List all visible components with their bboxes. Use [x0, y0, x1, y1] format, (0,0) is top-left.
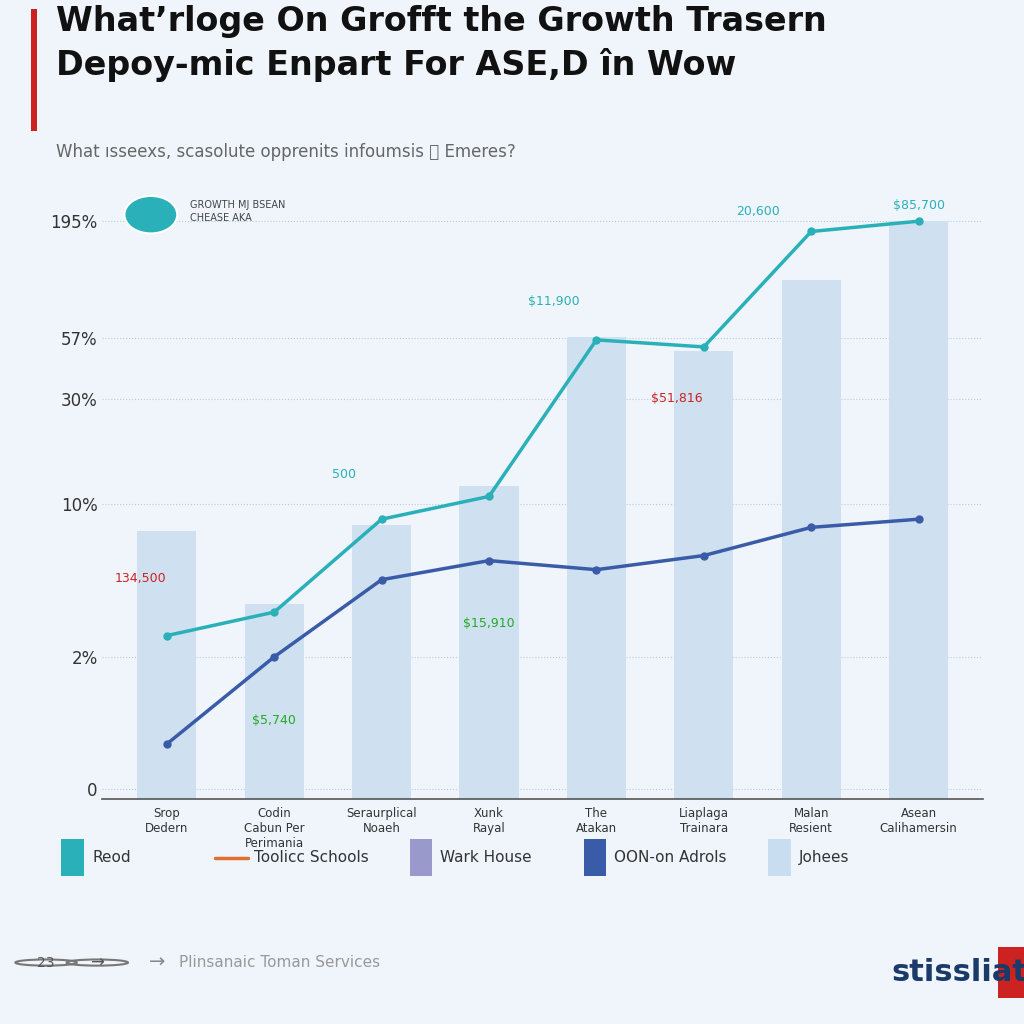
Text: Plinsanaic Toman Services: Plinsanaic Toman Services [179, 955, 380, 970]
Text: OON-on Adrols: OON-on Adrols [614, 850, 727, 865]
Text: $5,740: $5,740 [252, 714, 296, 727]
Bar [31, 9, 37, 131]
Text: What ısseexs, scasolute opprenits infoumsis 📊 Emeres?: What ısseexs, scasolute opprenits infoum… [56, 142, 516, 161]
Text: 500: 500 [332, 468, 356, 480]
Bar [674, 350, 733, 1024]
Text: stissliat: stissliat [891, 958, 1024, 987]
Bar [584, 840, 606, 877]
Bar [567, 337, 626, 1024]
Text: Toolicc Schools: Toolicc Schools [254, 850, 369, 865]
Bar [245, 603, 304, 1024]
Text: →: → [148, 953, 165, 972]
Text: $51,816: $51,816 [651, 391, 702, 404]
Text: Wark House: Wark House [440, 850, 531, 865]
Text: $15,910: $15,910 [463, 617, 515, 631]
Text: →: → [90, 953, 104, 972]
Text: GROWTH MJ BSEAN
CHEASE AKA: GROWTH MJ BSEAN CHEASE AKA [190, 200, 286, 223]
Bar [889, 221, 948, 1024]
Text: What’rloge On Grofft the Growth Trasern
Depoy-mic Enpart For ASE,D în Wow: What’rloge On Grofft the Growth Trasern … [56, 5, 827, 82]
Text: Reod: Reod [92, 850, 131, 865]
Bar [410, 840, 432, 877]
Text: 20,600: 20,600 [735, 205, 779, 218]
Text: Johees: Johees [799, 850, 849, 865]
Text: 23: 23 [37, 955, 55, 970]
Bar [61, 840, 84, 877]
Bar [460, 486, 518, 1024]
Bar [137, 531, 197, 1024]
Bar [352, 525, 412, 1024]
FancyBboxPatch shape [998, 947, 1024, 998]
Bar [781, 281, 841, 1024]
Text: $85,700: $85,700 [893, 199, 944, 212]
Circle shape [125, 196, 177, 233]
Text: 134,500: 134,500 [114, 572, 166, 585]
Text: $11,900: $11,900 [527, 295, 580, 308]
Bar [768, 840, 791, 877]
